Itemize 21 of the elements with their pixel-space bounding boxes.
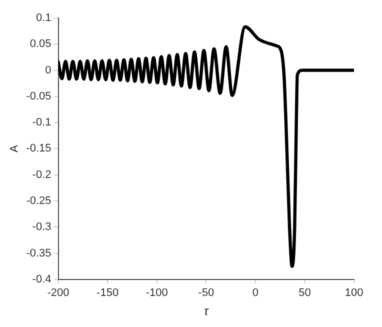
y-tick-label: -0.15 xyxy=(26,142,52,155)
line-series xyxy=(58,25,354,268)
y-tick-label: -0.4 xyxy=(32,273,52,286)
y-tick-label: -0.05 xyxy=(26,90,52,102)
y-tick-label: -0.25 xyxy=(26,195,52,208)
y-tick-label: -0.1 xyxy=(32,116,52,129)
x-tick-label: -50 xyxy=(198,287,214,300)
y-tick-label: 0 xyxy=(45,64,52,76)
y-axis-title: A xyxy=(8,144,21,152)
x-tick-label: -150 xyxy=(96,287,119,300)
x-axis-title: τ xyxy=(204,304,210,318)
x-tick-label: 100 xyxy=(344,287,364,300)
x-tick-label: 0 xyxy=(252,287,258,300)
y-tick-label: -0.35 xyxy=(26,247,52,260)
y-tick-label: 0.05 xyxy=(30,38,52,50)
y-tick-label: 0.1 xyxy=(36,12,52,24)
x-tick-label: -100 xyxy=(146,287,168,300)
x-tick-label: 50 xyxy=(298,287,311,300)
y-tick-label: -0.2 xyxy=(32,168,52,181)
y-tick-label: -0.3 xyxy=(32,221,52,234)
x-tick-label: -200 xyxy=(47,287,70,300)
